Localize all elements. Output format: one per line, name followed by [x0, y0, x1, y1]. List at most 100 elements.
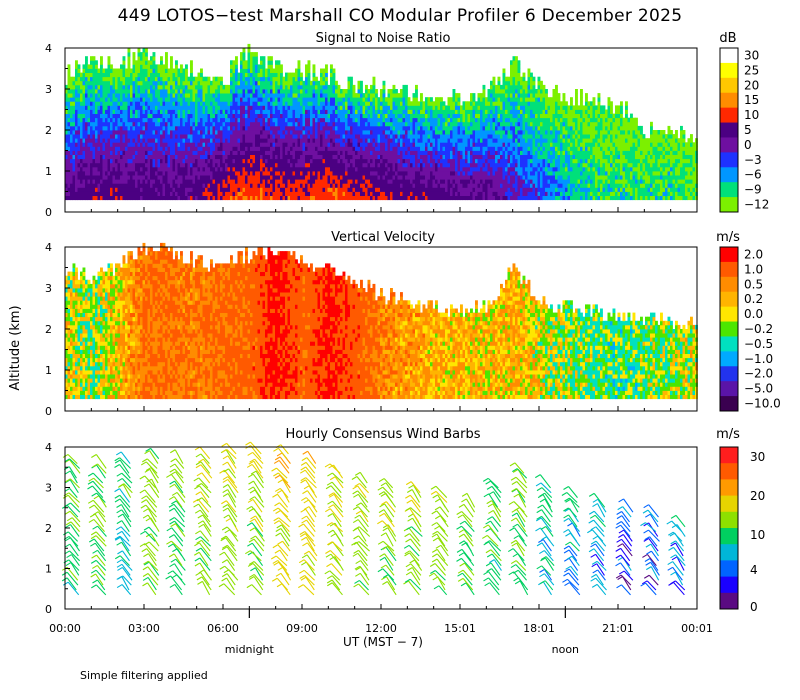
- snr-cell: [370, 89, 373, 94]
- snr-cell: [97, 166, 101, 172]
- snr-cell: [72, 175, 76, 180]
- snr-cell: [375, 89, 378, 94]
- snr-cell: [285, 125, 288, 131]
- snr-cell: [440, 101, 443, 106]
- snr-cell: [312, 109, 316, 114]
- snr-cell: [195, 93, 198, 98]
- snr-cell: [112, 84, 116, 90]
- snr-cell: [340, 195, 343, 201]
- snr-cell: [85, 89, 88, 94]
- snr-cell: [255, 72, 258, 78]
- snr-cell: [330, 89, 333, 94]
- snr-cell: [360, 125, 363, 131]
- snr-cell: [217, 183, 221, 188]
- snr-cell: [352, 89, 356, 94]
- snr-cell: [297, 179, 301, 184]
- snr-cell: [210, 117, 213, 123]
- snr-cell: [465, 179, 468, 184]
- snr-cell: [107, 89, 111, 94]
- snr-cell: [385, 162, 388, 168]
- snr-cell: [112, 187, 116, 192]
- snr-cell: [227, 162, 231, 168]
- snr-cell: [110, 76, 113, 82]
- snr-cell: [325, 68, 328, 73]
- snr-cell: [107, 142, 111, 147]
- snr-cell: [412, 171, 416, 176]
- snr-cell: [397, 150, 401, 155]
- snr-cell: [262, 158, 266, 164]
- snr-cell: [180, 64, 183, 69]
- snr-cell: [72, 150, 76, 155]
- snr-cell: [137, 68, 141, 73]
- snr-cell: [75, 84, 78, 90]
- snr-cell: [237, 117, 241, 123]
- snr-cell: [185, 93, 188, 98]
- snr-cell: [420, 179, 423, 184]
- snr-cell: [262, 121, 266, 127]
- snr-cell: [312, 179, 316, 184]
- snr-cell: [97, 179, 101, 184]
- snr-cell: [420, 154, 423, 160]
- snr-cell: [100, 105, 103, 110]
- snr-cell: [465, 142, 468, 147]
- snr-cell: [67, 68, 71, 73]
- snr-cell: [410, 195, 413, 201]
- snr-cell: [415, 183, 418, 188]
- snr-cell: [325, 158, 328, 164]
- snr-cell: [300, 171, 303, 176]
- snr-cell: [397, 166, 401, 172]
- snr-cell: [335, 146, 338, 151]
- snr-cell: [452, 191, 456, 196]
- snr-cell: [425, 105, 428, 110]
- snr-cell: [235, 64, 238, 69]
- snr-cell: [97, 146, 101, 151]
- snr-cell: [82, 171, 86, 176]
- snr-cell: [147, 117, 151, 123]
- snr-cell: [167, 89, 171, 94]
- snr-cell: [200, 113, 203, 119]
- snr-cell: [412, 146, 416, 151]
- snr-cell: [457, 125, 461, 131]
- snr-cell: [75, 93, 78, 98]
- snr-cell: [405, 158, 408, 164]
- snr-cell: [92, 171, 96, 176]
- snr-cell: [180, 80, 183, 86]
- snr-cell: [202, 187, 206, 192]
- snr-cell: [112, 146, 116, 151]
- snr-cell: [275, 125, 278, 131]
- snr-cell: [350, 130, 353, 135]
- snr-cell: [375, 146, 378, 151]
- snr-cell: [332, 150, 336, 155]
- snr-cell: [202, 162, 206, 168]
- snr-cell: [235, 195, 238, 201]
- snr-cell: [440, 121, 443, 127]
- snr-cell: [442, 191, 446, 196]
- snr-cell: [227, 117, 231, 123]
- snr-cell: [415, 171, 418, 176]
- snr-cell: [167, 150, 171, 155]
- snr-cell: [317, 162, 321, 168]
- snr-cell: [167, 93, 171, 98]
- snr-cell: [352, 154, 356, 160]
- snr-cell: [235, 154, 238, 160]
- snr-cell: [92, 154, 96, 160]
- snr-cell: [225, 162, 228, 168]
- snr-cell: [312, 117, 316, 123]
- snr-cell: [370, 191, 373, 196]
- snr-cell: [272, 191, 276, 196]
- snr-cell: [160, 187, 163, 192]
- snr-cell: [425, 130, 428, 135]
- snr-cell: [260, 56, 263, 61]
- snr-cell: [360, 80, 363, 86]
- snr-cell: [190, 166, 193, 172]
- snr-cell: [467, 191, 471, 196]
- snr-cell: [185, 105, 188, 110]
- snr-cell: [142, 179, 146, 184]
- snr-cell: [385, 134, 388, 139]
- snr-cell: [262, 154, 266, 160]
- snr-cell: [127, 142, 131, 147]
- snr-cell: [67, 109, 71, 114]
- snr-cell: [385, 101, 388, 106]
- snr-cell: [212, 191, 216, 196]
- snr-cell: [152, 68, 156, 73]
